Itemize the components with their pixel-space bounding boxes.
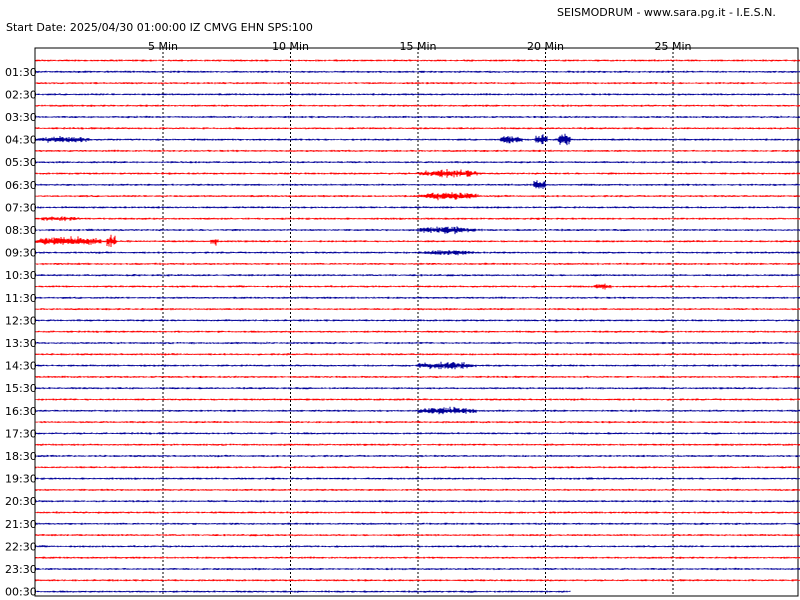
trace-row (35, 341, 800, 345)
hour-label: 17:30 (5, 427, 37, 440)
hour-label: 09:30 (5, 247, 37, 260)
trace-row (35, 488, 800, 492)
trace-row (35, 361, 800, 370)
trace-row (35, 104, 800, 107)
trace-row (35, 545, 800, 548)
plot-area (34, 47, 800, 597)
hour-label: 01:30 (5, 66, 37, 79)
hour-label: 10:30 (5, 269, 37, 282)
x-tick-label: 25 Min (654, 40, 691, 53)
hour-label: 21:30 (5, 518, 37, 531)
trace-row (35, 274, 800, 277)
hour-label: 03:30 (5, 111, 37, 124)
trace-row (35, 283, 800, 290)
start-date-label: Start Date: 2025/04/30 01:00:00 IZ CMVG … (6, 21, 313, 34)
trace-row (35, 522, 800, 525)
hour-label: 14:30 (5, 360, 37, 373)
trace-row (35, 59, 800, 62)
trace-row (35, 127, 800, 130)
hour-label: 16:30 (5, 405, 37, 418)
hour-label: 02:30 (5, 88, 37, 101)
hour-label: 00:30 (5, 586, 37, 599)
trace-row (35, 466, 800, 469)
minute-gridlines (162, 48, 674, 596)
trace-row (35, 161, 800, 164)
hour-label: 05:30 (5, 156, 37, 169)
hour-label: 22:30 (5, 540, 37, 553)
seismic-traces (35, 59, 800, 593)
hour-label: 13:30 (5, 337, 37, 350)
trace-row (35, 93, 800, 96)
x-tick-label: 10 Min (272, 40, 309, 53)
trace-row (35, 534, 800, 537)
trace-row (35, 234, 800, 247)
hour-label: 12:30 (5, 314, 37, 327)
trace-row (35, 206, 800, 209)
hour-label: 11:30 (5, 292, 37, 305)
hour-label: 04:30 (5, 134, 37, 147)
trace-row (35, 169, 800, 178)
trace-row (35, 192, 800, 201)
site-title: SEISMODRUM - www.sara.pg.it - I.E.S.N. (557, 6, 776, 19)
trace-row (35, 579, 800, 582)
trace-row (35, 82, 800, 85)
x-tick-label: 5 Min (148, 40, 178, 53)
trace-row (35, 375, 800, 378)
trace-row (35, 420, 800, 424)
trace-row (35, 180, 800, 189)
trace-row (35, 296, 800, 299)
trace-row (35, 319, 800, 322)
trace-row (35, 353, 800, 356)
hour-label: 19:30 (5, 473, 37, 486)
hour-label: 08:30 (5, 224, 37, 237)
trace-row (35, 226, 800, 235)
trace-row (35, 590, 571, 593)
trace-row (35, 556, 800, 559)
hour-label: 23:30 (5, 563, 37, 576)
trace-row (35, 398, 800, 401)
hour-label: 07:30 (5, 201, 37, 214)
trace-row (35, 567, 800, 571)
x-tick-label: 15 Min (399, 40, 436, 53)
trace-row (35, 443, 800, 446)
trace-row (35, 406, 800, 415)
hour-labels: 01:30 02:30 03:30 04:30 05:30 06:30 07:30 08:30… (5, 66, 37, 599)
trace-row (35, 307, 800, 311)
hour-label: 06:30 (5, 179, 37, 192)
plot-frame (34, 47, 799, 597)
trace-row (35, 454, 800, 458)
x-axis-ticks: 5 Min 10 Min 15 Min 20 Min 25 Min (148, 40, 692, 53)
hour-label: 18:30 (5, 450, 37, 463)
trace-row (35, 477, 800, 480)
hour-label: 20:30 (5, 495, 37, 508)
trace-row (35, 250, 800, 256)
trace-row (35, 500, 800, 503)
trace-row (35, 115, 800, 119)
x-tick-label: 20 Min (527, 40, 564, 53)
hour-label: 15:30 (5, 382, 37, 395)
trace-row (35, 216, 800, 222)
trace-row (35, 330, 800, 333)
trace-row (35, 70, 800, 73)
trace-row (35, 149, 800, 153)
trace-row (35, 262, 800, 266)
trace-row (35, 133, 800, 146)
trace-row (35, 387, 800, 390)
trace-row (35, 511, 800, 514)
trace-row (35, 432, 800, 435)
